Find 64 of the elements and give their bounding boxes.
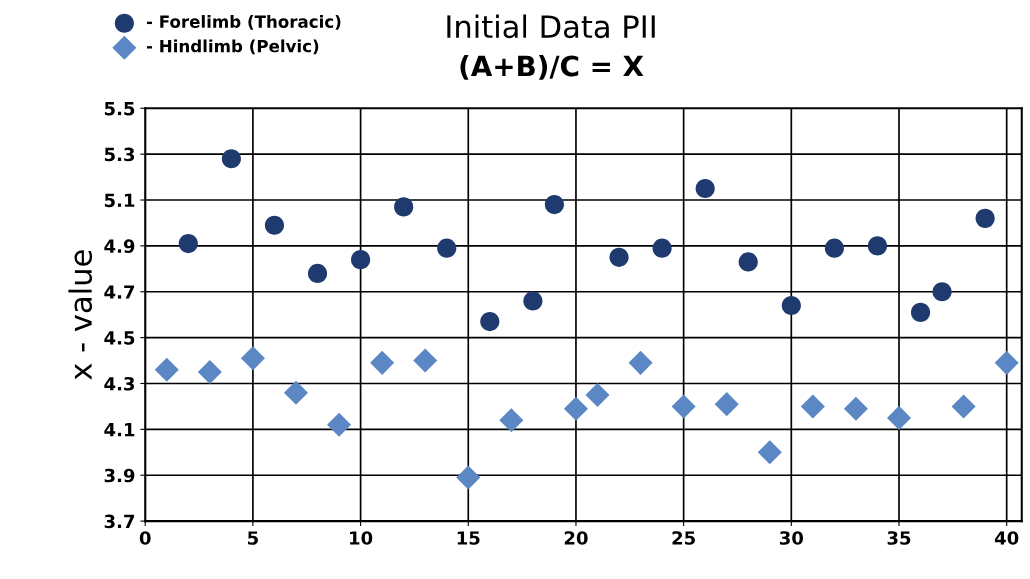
point — [609, 247, 629, 267]
point — [307, 263, 328, 283]
x-tick-label: 5 — [248, 531, 258, 545]
point — [394, 197, 414, 217]
point — [437, 238, 457, 258]
point — [154, 357, 179, 382]
point — [843, 396, 868, 421]
point — [327, 412, 352, 437]
point — [351, 250, 371, 270]
point — [781, 295, 801, 316]
point — [221, 149, 241, 169]
point — [197, 360, 222, 385]
point — [456, 465, 481, 490]
point — [283, 380, 309, 405]
point — [178, 234, 198, 254]
y-tick-label: 4.9 — [104, 239, 135, 253]
point — [714, 392, 739, 417]
x-tick-label: 0 — [139, 531, 151, 545]
x-tick-label: 40 — [994, 531, 1019, 545]
point — [628, 350, 653, 375]
point — [652, 238, 672, 258]
point — [499, 408, 524, 433]
y-tick-label: 4.1 — [104, 423, 135, 437]
point — [671, 394, 696, 419]
y-tick-label: 5.3 — [104, 147, 135, 162]
x-tick-label: 15 — [457, 531, 480, 545]
point — [738, 252, 758, 272]
chart-subtitle: (A+B)/C = X — [460, 55, 644, 80]
y-axis-title: x - value — [68, 250, 93, 380]
legend-label: - Hindlimb (Pelvic) — [146, 39, 319, 55]
y-tick-label: 5.1 — [104, 193, 135, 208]
point — [932, 282, 952, 302]
y-tick-label: 4.5 — [104, 331, 135, 345]
y-tick-label: 4.3 — [104, 376, 135, 391]
point — [523, 291, 543, 311]
point — [824, 238, 844, 258]
y-tick-label: 5.5 — [104, 101, 135, 116]
x-tick-label: 35 — [887, 531, 911, 545]
x-tick-label: 30 — [779, 531, 804, 545]
y-tick-label: 3.7 — [104, 514, 135, 529]
legend-label: - Forelimb (Thoracic) — [146, 15, 341, 30]
point — [867, 236, 888, 256]
point — [757, 440, 782, 465]
x-tick-label: 10 — [350, 531, 373, 545]
point — [975, 208, 995, 228]
x-tick-label: 25 — [672, 531, 695, 545]
chart-title: Initial Data PII — [447, 14, 655, 39]
point — [563, 396, 588, 421]
point — [480, 311, 500, 332]
point — [695, 178, 715, 199]
point — [370, 350, 395, 375]
point — [544, 195, 564, 215]
point — [413, 348, 438, 373]
point — [994, 350, 1019, 375]
y-tick-label: 4.7 — [104, 285, 135, 299]
point — [264, 215, 285, 235]
point — [951, 394, 976, 419]
y-tick-label: 3.9 — [104, 468, 135, 483]
point — [886, 405, 912, 430]
x-tick-label: 20 — [564, 531, 588, 545]
point — [910, 302, 931, 322]
point — [800, 394, 825, 419]
point — [240, 346, 265, 371]
point — [585, 382, 610, 407]
